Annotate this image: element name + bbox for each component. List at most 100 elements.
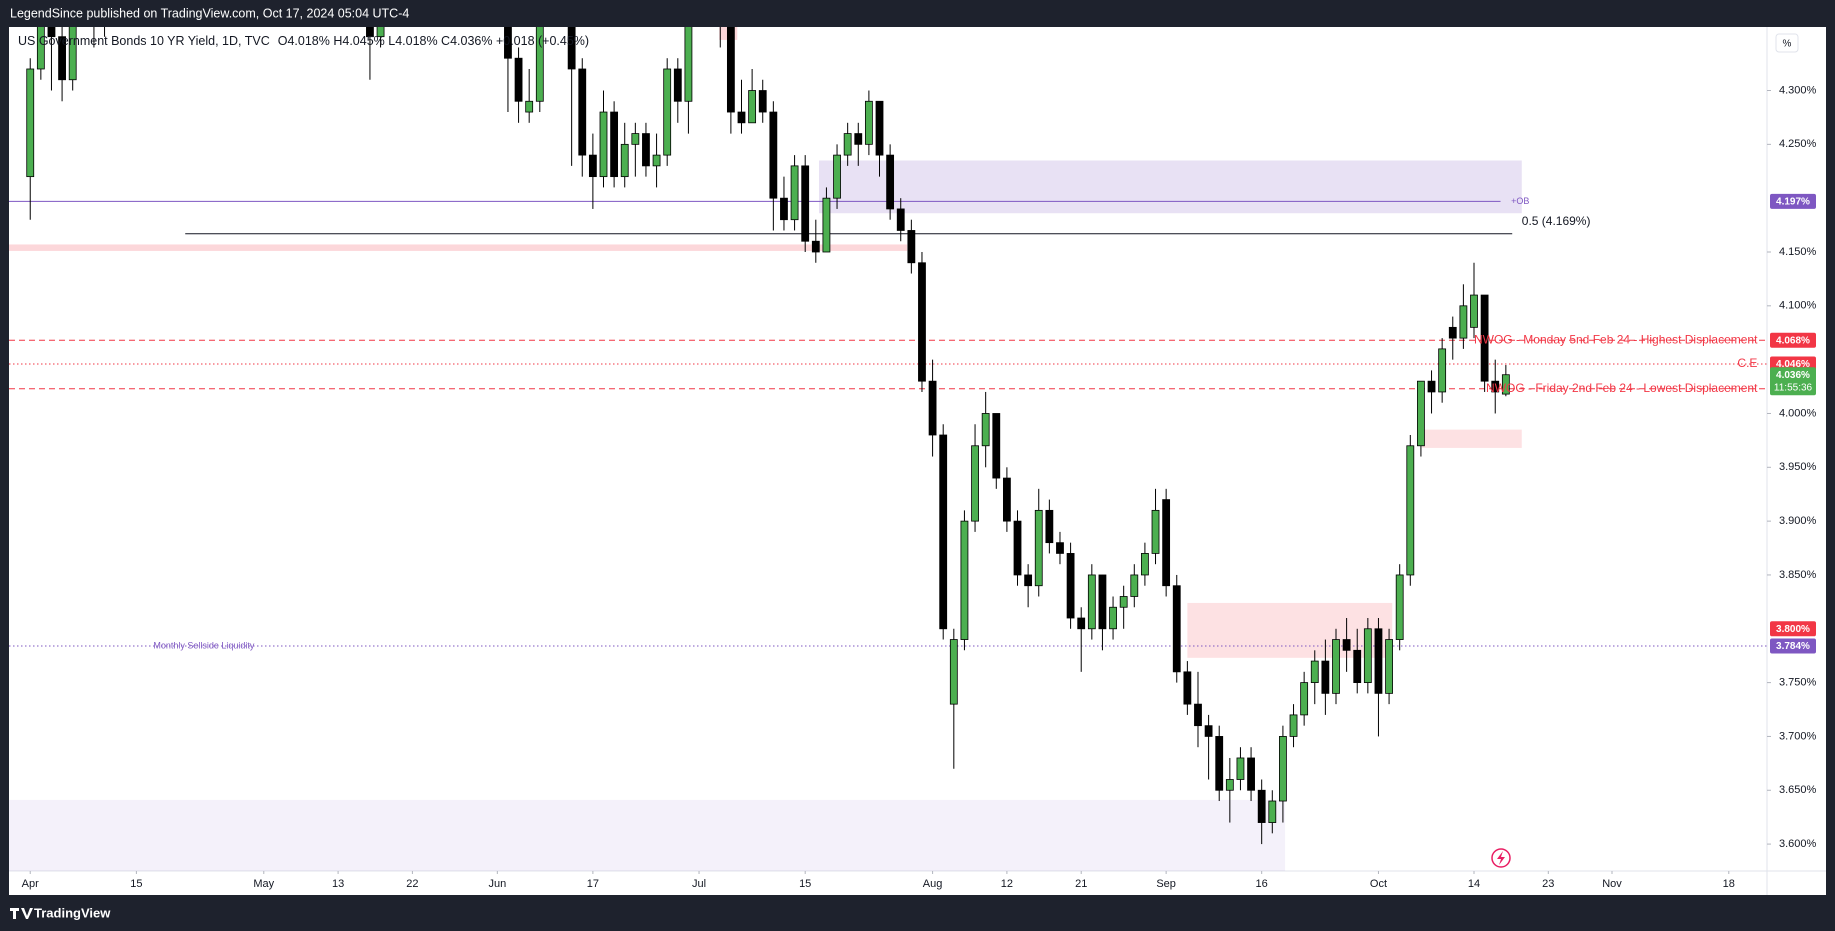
candle-body [1236,757,1245,780]
candle-body [58,36,66,81]
y-tick-label: 3.900% [1779,515,1817,527]
candle-body [1470,294,1478,328]
x-tick-label: Jun [488,878,506,890]
candle-body [1119,596,1128,608]
candle-body [1045,509,1054,544]
footer-logo[interactable]: TradingView [10,905,111,920]
candle-body [811,240,820,253]
candle-body [36,27,45,70]
y-tick-label: 4.300% [1779,84,1817,96]
candle-body [1162,499,1171,587]
price-tag-label: 4.068% [1776,335,1810,346]
candle-body [790,165,799,221]
candle-body [1480,294,1489,382]
candle-body [514,57,523,102]
level-label: C.E [1737,356,1757,370]
symbol: US Government Bonds 10 YR Yield, 1D, TVC [18,34,270,48]
y-tick-label: 3.600% [1779,838,1817,850]
candle-body [928,380,937,436]
candle-body [1109,606,1117,630]
candle-body [1438,348,1447,393]
x-tick-label: Jul [692,878,706,890]
level-label: NWOG - Monday 5nd Feb 24 - Highest Displ… [1474,332,1758,346]
candle-body [726,27,735,113]
x-tick-label: 13 [332,878,344,890]
candle-body [376,27,385,38]
x-tick-label: 16 [1256,878,1268,890]
candle-body [758,90,767,113]
candle-body [843,133,852,156]
candle-body [737,111,746,124]
x-tick-label: May [253,878,274,890]
candle-body [578,68,587,156]
alert-icon[interactable] [1491,848,1511,868]
unit-box[interactable] [1775,33,1799,53]
level-label: +OB [1511,196,1529,206]
candle-body [748,90,757,124]
candle-body [642,133,650,167]
candle-body [1098,574,1107,630]
candle-body [939,434,948,630]
candle-body [631,133,640,145]
candle-body [1172,585,1181,673]
candle-body [1342,639,1351,651]
alert-bolt [1497,851,1505,865]
candle-body [918,262,926,382]
price-tag-label: 3.800% [1776,624,1810,635]
candle-body [525,100,534,113]
zone [818,160,1522,214]
candle-body [663,68,672,156]
x-tick-label: 17 [587,878,599,890]
candle-body [1406,445,1415,576]
y-tick-label: 3.850% [1779,569,1817,581]
chart-background [9,27,1826,895]
candle-body [886,154,895,210]
publisher-bar: LegendSince published on TradingView.com… [10,6,409,20]
candle-body [1002,477,1011,522]
level-label: 0.5 (4.169%) [1522,214,1591,228]
candle-body [610,111,619,178]
candle-body [68,27,77,81]
candle-body [949,639,958,705]
x-tick-label: Apr [22,878,39,890]
candle-body [801,165,810,242]
candle-body [599,111,608,178]
y-tick-label: 4.100% [1779,300,1817,312]
candle-body [1427,380,1436,393]
candle-body [1056,542,1064,554]
candle-body [26,68,35,178]
x-tick-label: 12 [1001,878,1013,890]
candle-body [971,445,979,522]
candle-body [1268,800,1277,823]
x-tick-label: 21 [1075,878,1087,890]
candle-body [1034,509,1043,587]
candle-body [1024,574,1033,587]
x-tick-label: 22 [406,878,418,890]
x-tick-label: 15 [130,878,142,890]
x-tick-label: Oct [1370,878,1387,890]
candle-body [567,27,576,70]
price-tag-label: 4.046% [1776,359,1810,370]
candle-body [907,230,916,264]
x-tick-label: 18 [1723,878,1735,890]
y-tick-label: 3.700% [1779,730,1817,742]
candle-body [366,27,374,38]
candle-body [1194,703,1202,727]
candle-body [1204,725,1213,737]
ohlc-values: O4.018% H4.045% L4.018% C4.036% +0.018 (… [278,34,589,48]
candle-body [1353,649,1362,684]
y-tick-label: 4.250% [1779,138,1817,150]
price-tag [1770,332,1816,348]
overlay: +OB 0.5 (4.169%) NWOG - Monday 5nd Feb 24 … [153,193,1816,654]
candle-body [684,27,693,102]
candle-body [620,143,629,178]
candle-body [1417,380,1425,447]
candle-body [1289,714,1298,737]
candle-body [1225,779,1234,791]
x-tick-label: Nov [1602,878,1622,890]
candle-body [896,208,905,231]
x-tick-label: 14 [1468,878,1480,890]
candle-body [1374,628,1383,694]
candle-body [822,197,831,253]
